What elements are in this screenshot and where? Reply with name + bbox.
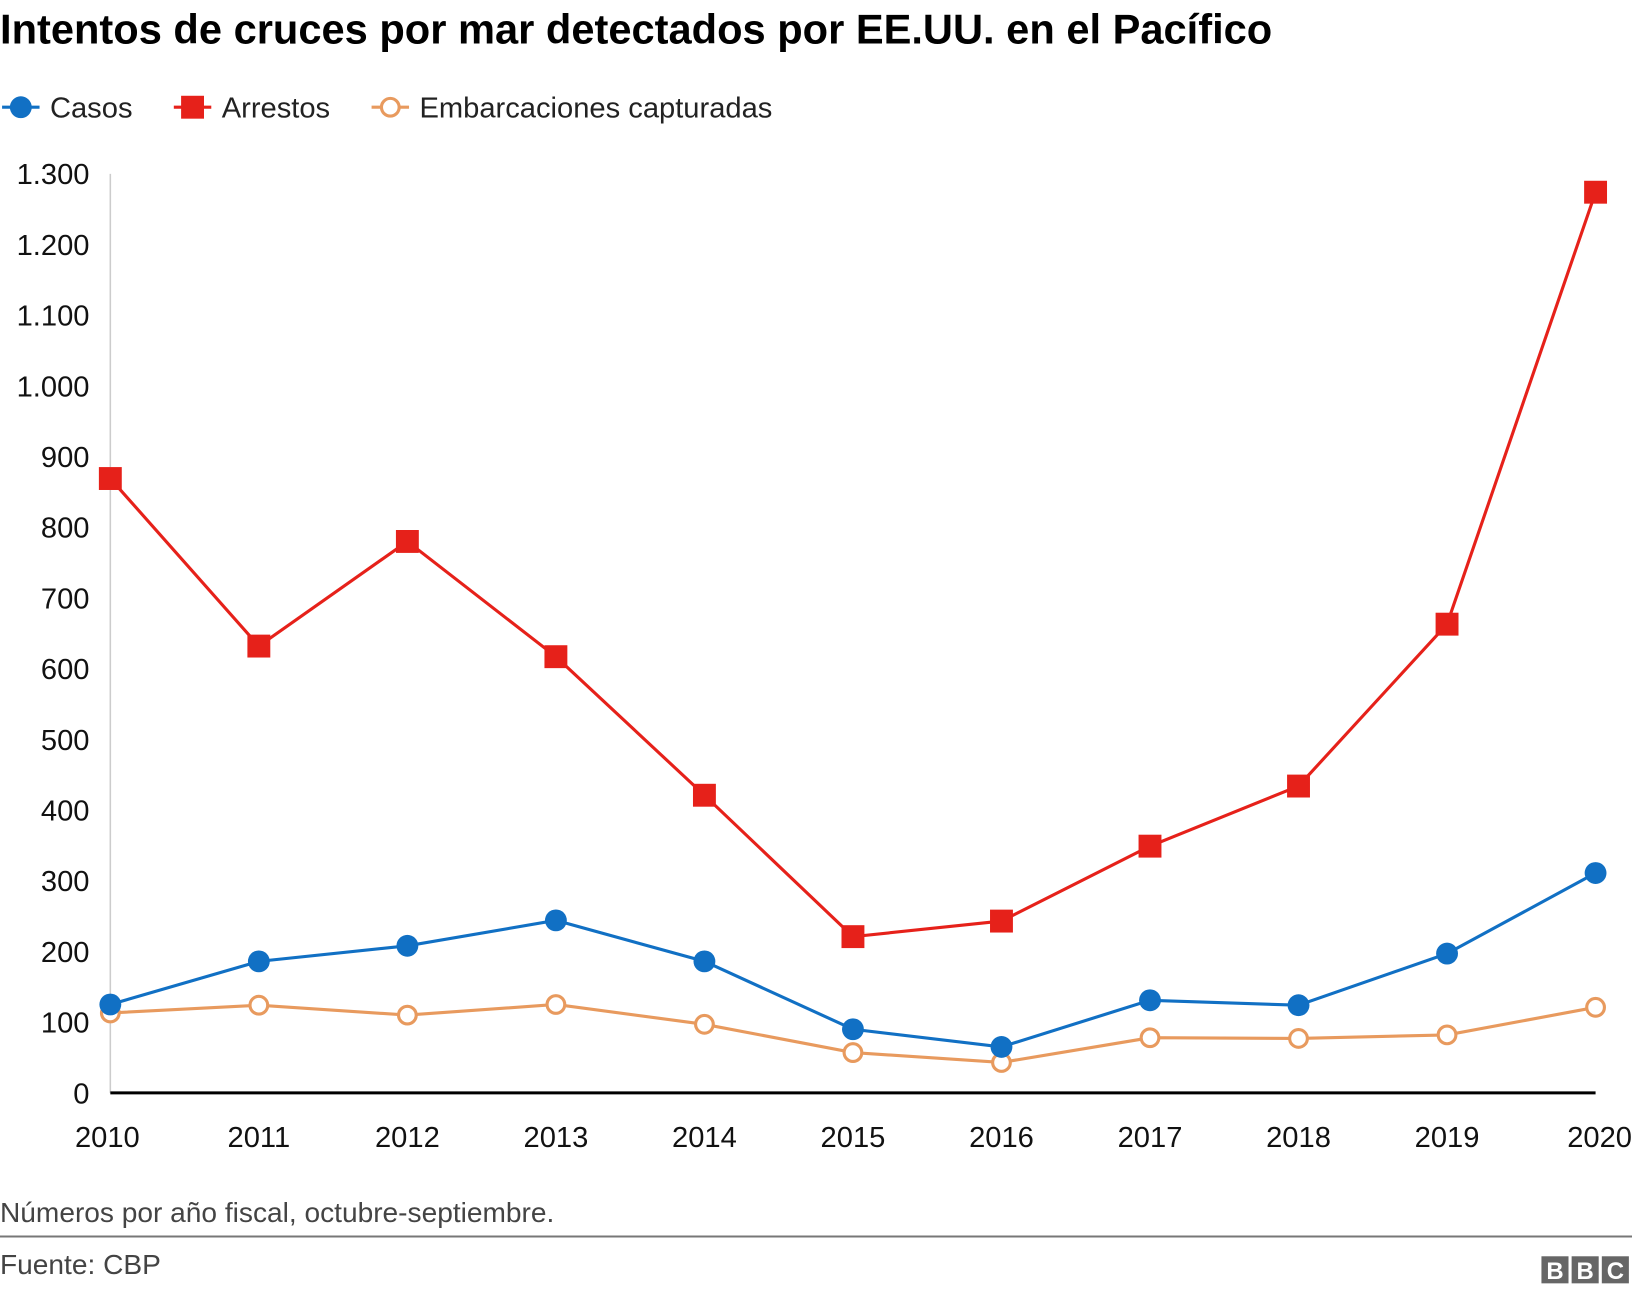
data-point xyxy=(1584,180,1608,204)
legend-item: Casos xyxy=(2,93,133,125)
y-tick-label: 200 xyxy=(41,937,90,969)
legend-marker xyxy=(181,95,204,119)
y-tick-label: 100 xyxy=(41,1008,90,1040)
data-point xyxy=(247,634,271,658)
data-point xyxy=(841,925,865,949)
data-point xyxy=(395,530,419,553)
x-tick-label: 2011 xyxy=(228,1122,291,1154)
chart-title: Intentos de cruces por mar detectados po… xyxy=(0,6,1272,53)
data-point xyxy=(990,909,1013,933)
y-axis: 0 100 200 300 400 500 600 700 800 900 1.000 1.100 1.… xyxy=(17,159,90,1110)
logo-block xyxy=(1571,1256,1599,1284)
legend-marker xyxy=(9,96,32,119)
legend-label: Embarcaciones capturadas xyxy=(419,93,772,125)
y-tick-label: 400 xyxy=(41,796,90,828)
series-layer xyxy=(98,180,1608,1073)
data-point xyxy=(396,934,419,957)
x-tick-label: 2018 xyxy=(1266,1122,1331,1154)
series-arrestos xyxy=(98,180,1608,949)
data-point xyxy=(544,645,568,669)
data-point xyxy=(692,783,716,807)
chart-note: Números por año fiscal, octubre-septiemb… xyxy=(0,1197,554,1228)
data-point xyxy=(1287,994,1310,1017)
x-tick-label: 2019 xyxy=(1415,1122,1480,1154)
data-point xyxy=(544,909,567,932)
legend-item: Arrestos xyxy=(173,93,330,125)
data-point xyxy=(396,1004,418,1026)
y-tick-label: 300 xyxy=(41,866,90,898)
data-point xyxy=(693,950,716,973)
y-tick-label: 500 xyxy=(41,725,90,757)
data-point xyxy=(1139,989,1161,1012)
x-tick-label: 2017 xyxy=(1118,1122,1183,1154)
x-tick-label: 2020 xyxy=(1567,1122,1632,1154)
data-point xyxy=(1287,774,1310,798)
data-point xyxy=(1139,1027,1161,1049)
y-tick-label: 700 xyxy=(41,583,90,615)
series-line xyxy=(109,191,1598,939)
legend: Casos Arrestos Embarcaciones capturadas xyxy=(2,93,772,125)
y-tick-label: 600 xyxy=(41,654,90,686)
data-point xyxy=(694,1013,715,1035)
logo-letter: B xyxy=(1546,1258,1563,1285)
data-point xyxy=(842,1042,864,1063)
data-point xyxy=(545,994,567,1015)
y-tick-label: 0 xyxy=(73,1078,89,1110)
data-point xyxy=(248,994,270,1016)
data-point xyxy=(1436,942,1458,965)
legend-marker xyxy=(379,96,401,118)
x-tick-label: 2015 xyxy=(821,1122,886,1154)
logo-block xyxy=(1601,1256,1629,1284)
y-tick-label: 1.100 xyxy=(17,301,90,333)
x-tick-label: 2014 xyxy=(672,1122,737,1154)
data-point xyxy=(842,1018,864,1041)
data-point xyxy=(1138,834,1162,858)
series-embarcaciones-capturadas xyxy=(99,994,1606,1073)
x-axis: 2010 2011 2012 2013 2014 2015 2016 2017 2018 2019… xyxy=(75,1122,1632,1154)
data-point xyxy=(1288,1028,1309,1049)
data-point xyxy=(1584,862,1607,884)
chart-source: Fuente: CBP xyxy=(0,1249,161,1280)
y-tick-label: 1.300 xyxy=(17,159,90,191)
logo-block xyxy=(1541,1256,1569,1284)
legend-label: Arrestos xyxy=(222,93,330,125)
legend-label: Casos xyxy=(50,93,133,125)
data-point xyxy=(1436,1024,1458,1046)
x-tick-label: 2016 xyxy=(969,1122,1034,1154)
series-casos xyxy=(99,862,1607,1058)
x-tick-label: 2013 xyxy=(524,1122,589,1154)
data-point xyxy=(1435,612,1459,636)
data-point xyxy=(1585,996,1606,1018)
y-tick-label: 800 xyxy=(41,513,90,545)
x-tick-label: 2010 xyxy=(75,1122,140,1154)
data-point xyxy=(98,467,122,490)
legend-item: Embarcaciones capturadas xyxy=(371,93,772,125)
data-point xyxy=(99,993,122,1016)
logo-letter: C xyxy=(1607,1258,1624,1285)
y-tick-label: 1.200 xyxy=(17,230,90,262)
x-tick-label: 2012 xyxy=(375,1122,440,1154)
y-tick-label: 1.000 xyxy=(17,371,90,403)
y-tick-label: 900 xyxy=(41,442,90,474)
data-point xyxy=(990,1035,1013,1058)
logo-letter: B xyxy=(1577,1258,1594,1285)
data-point xyxy=(247,950,270,973)
